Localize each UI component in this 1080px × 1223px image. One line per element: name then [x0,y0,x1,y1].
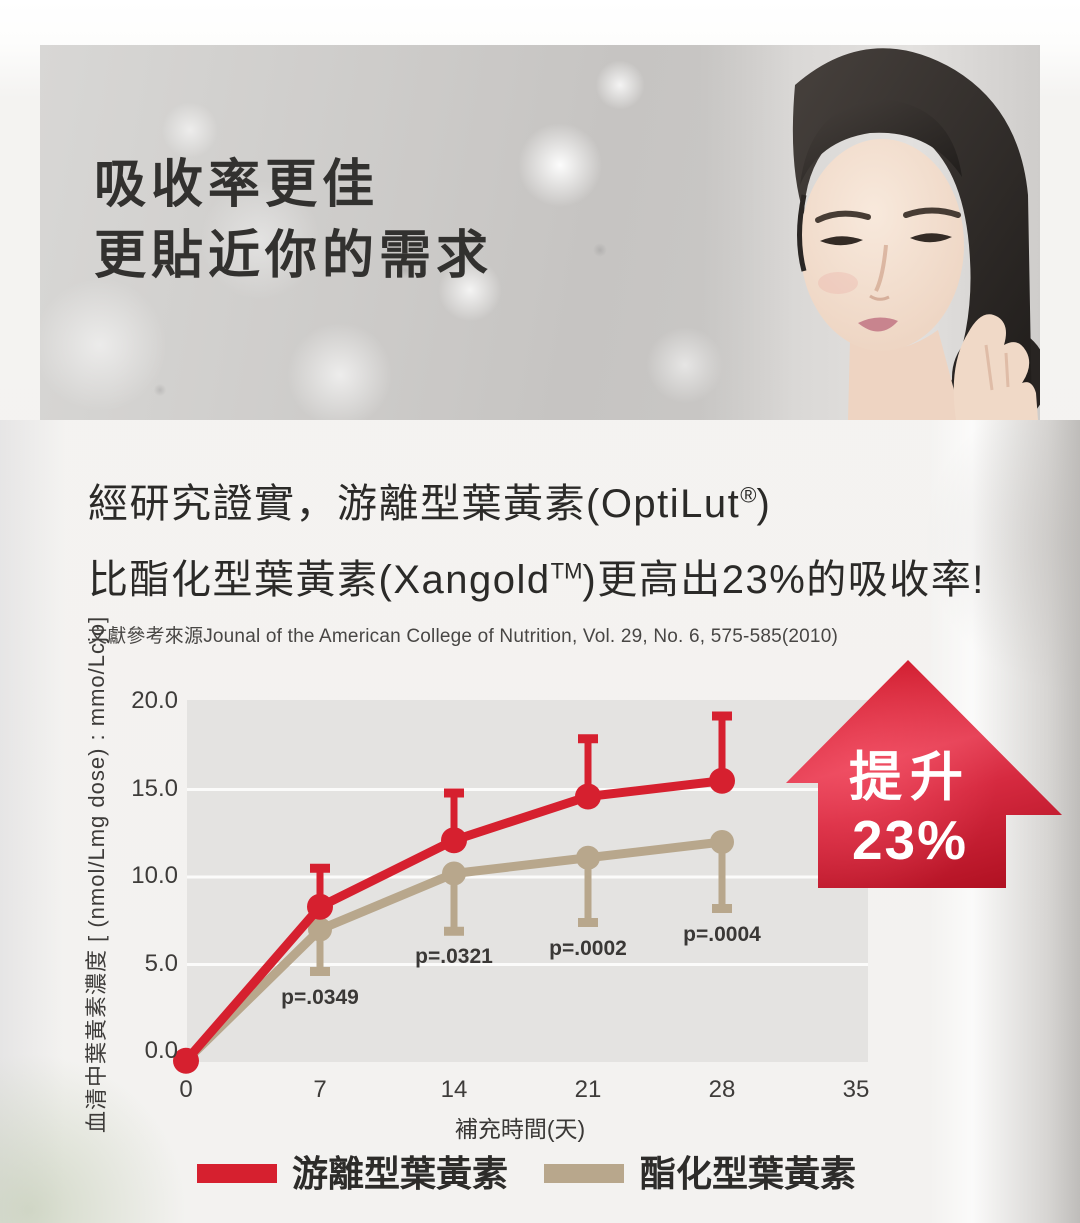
badge-percent: 23% [851,809,969,871]
plot-area [187,700,868,1062]
hairline [800,99,962,185]
x-axis-label: 補充時間(天) [454,1116,586,1142]
chart-legend: 游離型葉黃素 酯化型葉黃素 [180,1152,900,1198]
y-axis-label: 血清中葉黃素濃度 [ (nmol/Lmg dose) : mmo/Lcjo] [84,615,109,1133]
right-eye [910,233,952,243]
data-point [576,845,601,870]
y-tick-5.0: 5.0 [144,949,178,977]
neck [848,330,962,420]
legend-label-esterified: 酯化型葉黃素 [640,1153,857,1194]
p-value-label: p=.0004 [683,922,761,946]
banner-headline: 吸收率更佳 更貼近你的需求 [94,150,493,292]
y-tick-10.0: 10.0 [131,862,178,889]
legend-label-free: 游離型葉黃素 [292,1153,509,1194]
registered-mark: ® [740,482,757,508]
model-photo [700,45,1040,420]
headline-line-1: 吸收率更佳 [94,156,380,214]
data-point [575,783,602,810]
left-eyebrow [815,210,871,223]
right-eyebrow [903,207,961,218]
blush [818,272,858,294]
hero-banner: 吸收率更佳 更貼近你的需求 [40,45,1040,420]
left-eye [820,236,863,246]
lips [858,317,898,332]
research-statement: 經研究證實，游離型葉黃素(OptiLut®) 比酯化型葉黃素(XangoldTM… [88,471,985,648]
data-point [709,767,736,794]
x-tick-35: 35 [842,1076,870,1103]
y-tick-20.0: 20.0 [131,687,178,714]
data-point [442,861,467,886]
y-tick-15.0: 15.0 [131,774,178,802]
statement-line-1: 經研究證實，游離型葉黃素(OptiLut®) [88,482,772,526]
finger-creases [984,344,1010,391]
hair-wisp [797,194,807,272]
p-value-label: p=.0349 [281,985,359,1009]
data-point [173,1047,199,1074]
p-value-label: p=.0002 [549,936,627,960]
x-tick-7: 7 [313,1076,327,1103]
data-point [307,893,334,920]
legend-swatch-free [197,1164,277,1183]
x-tick-21: 21 [574,1076,602,1103]
data-point [308,917,333,942]
x-tick-0: 0 [179,1076,193,1103]
statement-line-2: 比酯化型葉黃素(XangoldTM)更高出23%的吸收率! [88,558,985,602]
citation-text: 文獻參考來源Jounal of the American College of … [88,626,838,647]
x-tick-14: 14 [440,1076,468,1103]
headline-line-2: 更貼近你的需求 [94,227,494,285]
p-value-label: p=.0321 [415,945,493,969]
y-tick-0.0: 0.0 [144,1037,178,1064]
x-tick-28: 28 [708,1076,736,1103]
trademark-mark: TM [550,558,583,584]
hand [953,314,1038,420]
badge-label: 提升 [849,748,971,807]
data-point [710,830,735,854]
face [800,139,964,351]
legend-swatch-esterified [544,1164,624,1183]
nose [874,244,888,292]
data-point [441,827,468,854]
nostril-shade [869,294,890,301]
